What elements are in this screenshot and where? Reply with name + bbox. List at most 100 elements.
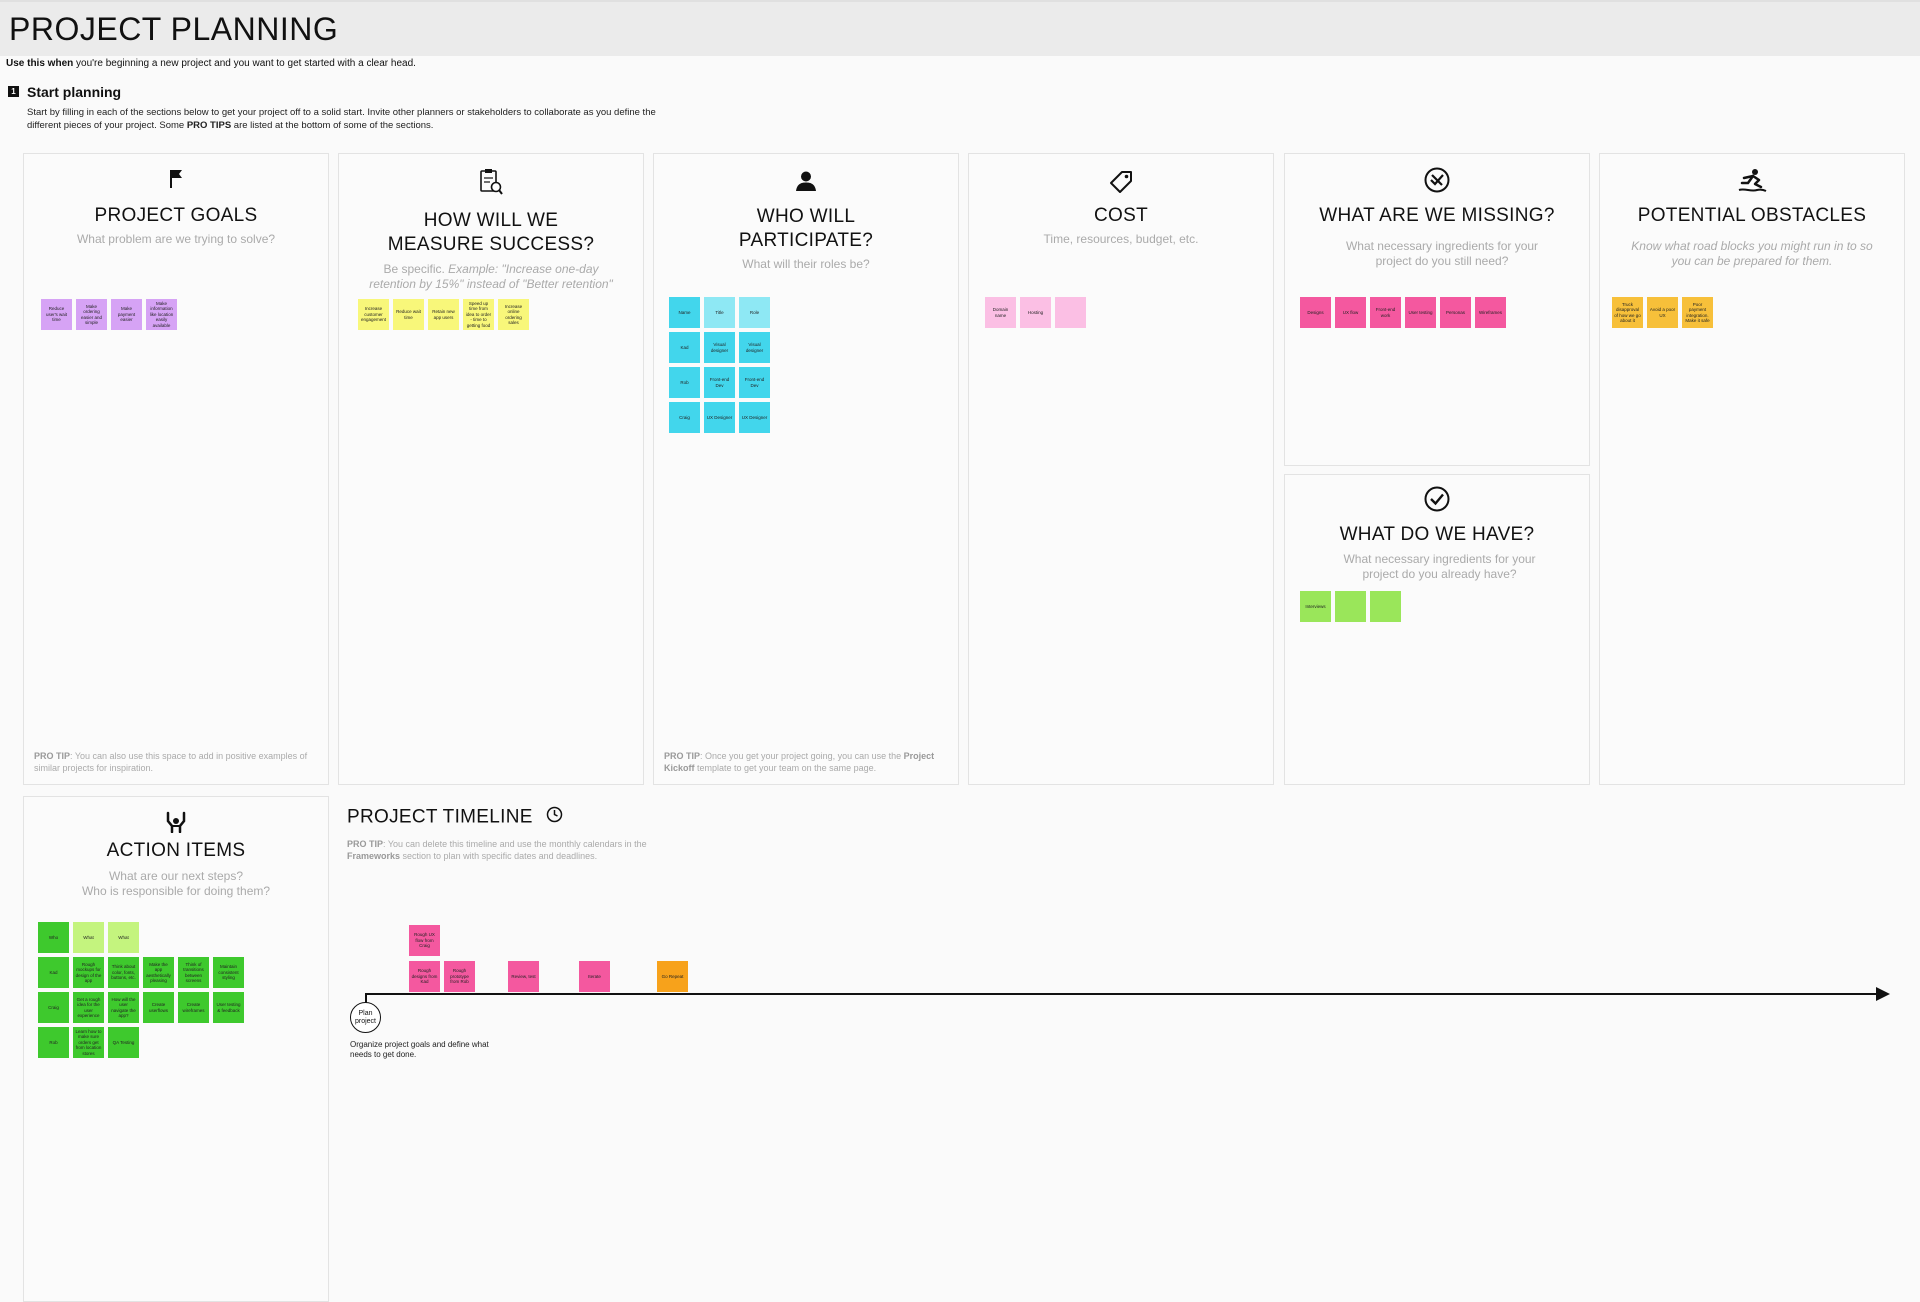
panel-title: POTENTIAL OBSTACLES <box>1637 205 1867 226</box>
sticky-note[interactable] <box>1370 591 1401 622</box>
sticky-note[interactable]: Reduce user's wait time <box>41 299 72 330</box>
sticky-note[interactable]: Poor payment integration. Make it safe <box>1682 297 1713 328</box>
project-goals-panel[interactable]: PROJECT GOALS What problem are we trying… <box>23 153 329 785</box>
panel-title: PROJECT GOALS <box>94 205 258 226</box>
sticky-note[interactable]: Front-end work <box>1370 297 1401 328</box>
potential-obstacles-panel[interactable]: POTENTIAL OBSTACLES Know what road block… <box>1599 153 1905 785</box>
panel-subtitle: Know what road blocks you might run in t… <box>1631 239 1873 268</box>
sticky-note[interactable]: Maintain consistent styling <box>213 957 244 988</box>
timeline-arrowhead <box>1876 987 1890 1001</box>
panel-title-line-1: HOW WILL WE <box>423 210 559 231</box>
sticky-note[interactable]: Truck disapproval of how we go about it <box>1612 297 1643 328</box>
sticky-note[interactable]: Visual designer <box>704 332 735 363</box>
sticky-note[interactable]: Get a rough idea for the user experience <box>73 992 104 1023</box>
flag-icon <box>24 168 328 195</box>
sticky-note[interactable]: Domain name <box>985 297 1016 328</box>
sticky-note[interactable]: Make ordering easier and simple <box>76 299 107 330</box>
sticky-note[interactable]: Front-end Dev <box>739 367 770 398</box>
sticky-note[interactable]: Wireframes <box>1475 297 1506 328</box>
sticky-note[interactable]: User testing & feedback <box>213 992 244 1023</box>
sticky-note[interactable]: UX Designer <box>739 402 770 433</box>
panel-subtitle-line-1: What are our next steps? <box>108 869 244 883</box>
sticky-note[interactable]: Craig <box>38 992 69 1023</box>
action-header-what[interactable]: What <box>73 922 104 953</box>
sticky-note[interactable]: Rough mockups for design of the app <box>73 957 104 988</box>
participant-header-name[interactable]: Name <box>669 297 700 328</box>
sticky-note[interactable]: Kad <box>669 332 700 363</box>
sticky-note[interactable]: Hosting <box>1020 297 1051 328</box>
action-items-panel[interactable]: ACTION ITEMS What are our next steps? Wh… <box>23 796 329 1302</box>
sticky-note[interactable]: Increase customer engagement <box>358 299 389 330</box>
pro-tip: PRO TIP: Once you get your project going… <box>664 751 935 773</box>
sticky-note[interactable]: Reduce wait time <box>393 299 424 330</box>
sticky-note[interactable]: Retain new app users <box>428 299 459 330</box>
sticky-note[interactable]: Craig <box>669 402 700 433</box>
sticky-note[interactable]: Think about color, fonts, buttons, etc. <box>108 957 139 988</box>
sticky-note[interactable]: Personas <box>1440 297 1471 328</box>
sticky-note[interactable]: Kad <box>38 957 69 988</box>
sticky-note[interactable]: Learn how to make sure orders get from l… <box>73 1027 104 1058</box>
action-header-who[interactable]: Who <box>38 922 69 953</box>
timeline-note[interactable]: Iterate <box>579 961 610 992</box>
sticky-note[interactable]: Create userflows <box>143 992 174 1023</box>
step-number-badge: 1 <box>8 86 19 97</box>
sticky-note[interactable]: How will the user navigate the app? <box>108 992 139 1023</box>
panel-subtitle: Be specific. Example: "Increase one-day … <box>369 262 613 291</box>
sticky-note[interactable]: Make payment easier <box>111 299 142 330</box>
sticky-note[interactable]: Designs <box>1300 297 1331 328</box>
measure-success-panel[interactable]: HOW WILL WE MEASURE SUCCESS? Be specific… <box>338 153 644 785</box>
sticky-note[interactable]: Make the app aesthetically pleasing <box>143 957 174 988</box>
panel-title: ACTION ITEMS <box>106 840 246 861</box>
raised-hands-icon <box>24 811 328 838</box>
panel-title-line-2: MEASURE SUCCESS? <box>387 234 595 255</box>
sticky-note[interactable]: Avoid a poor UX <box>1647 297 1678 328</box>
timeline-note[interactable]: Rough UX flow from Craig <box>409 925 440 956</box>
sticky-note[interactable]: Speed up time from idea to order - time … <box>463 299 494 330</box>
timeline-note[interactable]: Rough designs from Kad <box>409 961 440 992</box>
sticky-note[interactable] <box>1335 591 1366 622</box>
timeline-title: PROJECT TIMELINE <box>347 806 563 829</box>
timeline-line <box>365 993 1880 995</box>
panel-subtitle: Time, resources, budget, etc. <box>1043 232 1199 246</box>
sticky-note[interactable] <box>1055 297 1086 328</box>
clock-icon <box>546 806 563 829</box>
person-slipping-icon <box>1600 168 1904 199</box>
action-header-what[interactable]: What <box>108 922 139 953</box>
participant-header-title[interactable]: Title <box>704 297 735 328</box>
circle-x-check-icon <box>1285 166 1589 199</box>
timeline-note[interactable]: Rough prototype from Rob <box>444 961 475 992</box>
who-will-participate-panel[interactable]: WHO WILL PARTICIPATE? What will their ro… <box>653 153 959 785</box>
sticky-note[interactable]: User testing <box>1405 297 1436 328</box>
sticky-note[interactable]: Interviews <box>1300 591 1331 622</box>
page-subtitle: Use this when you're beginning a new pro… <box>6 58 416 69</box>
sticky-note[interactable]: Make information like location easily av… <box>146 299 177 330</box>
panel-subtitle: What problem are we trying to solve? <box>76 232 276 246</box>
circle-check-icon <box>1285 485 1589 518</box>
sticky-note[interactable]: Visual designer <box>739 332 770 363</box>
timeline-pro-tip: PRO TIP: You can delete this timeline an… <box>347 839 647 861</box>
sticky-note[interactable]: UX flow <box>1335 297 1366 328</box>
timeline-start-marker[interactable]: Plan project <box>350 1002 381 1033</box>
person-icon <box>654 170 958 197</box>
panel-subtitle: What necessary ingredients for your proj… <box>1345 239 1539 268</box>
cost-panel[interactable]: COST Time, resources, budget, etc. Domai… <box>968 153 1274 785</box>
panel-subtitle: What will their roles be? <box>742 257 870 271</box>
sticky-note[interactable]: UX Designer <box>704 402 735 433</box>
what-are-we-missing-panel[interactable]: WHAT ARE WE MISSING? What necessary ingr… <box>1284 153 1590 466</box>
panel-subtitle-line-2: Who is responsible for doing them? <box>81 884 271 898</box>
page-title: PROJECT PLANNING <box>9 11 339 47</box>
tag-icon <box>969 170 1273 199</box>
timeline-start-note: Organize project goals and define what n… <box>350 1040 489 1059</box>
step-title: Start planning <box>27 84 122 100</box>
sticky-note[interactable]: Create wireframes <box>178 992 209 1023</box>
what-do-we-have-panel[interactable]: WHAT DO WE HAVE? What necessary ingredie… <box>1284 474 1590 785</box>
sticky-note[interactable]: Front-end Dev <box>704 367 735 398</box>
timeline-note[interactable]: Review, test <box>508 961 539 992</box>
timeline-note[interactable]: Go Repeat <box>657 961 688 992</box>
sticky-note[interactable]: QA Testing <box>108 1027 139 1058</box>
sticky-note[interactable]: Rob <box>38 1027 69 1058</box>
sticky-note[interactable]: Rob <box>669 367 700 398</box>
sticky-note[interactable]: Increase online ordering sales <box>498 299 529 330</box>
participant-header-role[interactable]: Role <box>739 297 770 328</box>
sticky-note[interactable]: Think of transitions between screens <box>178 957 209 988</box>
